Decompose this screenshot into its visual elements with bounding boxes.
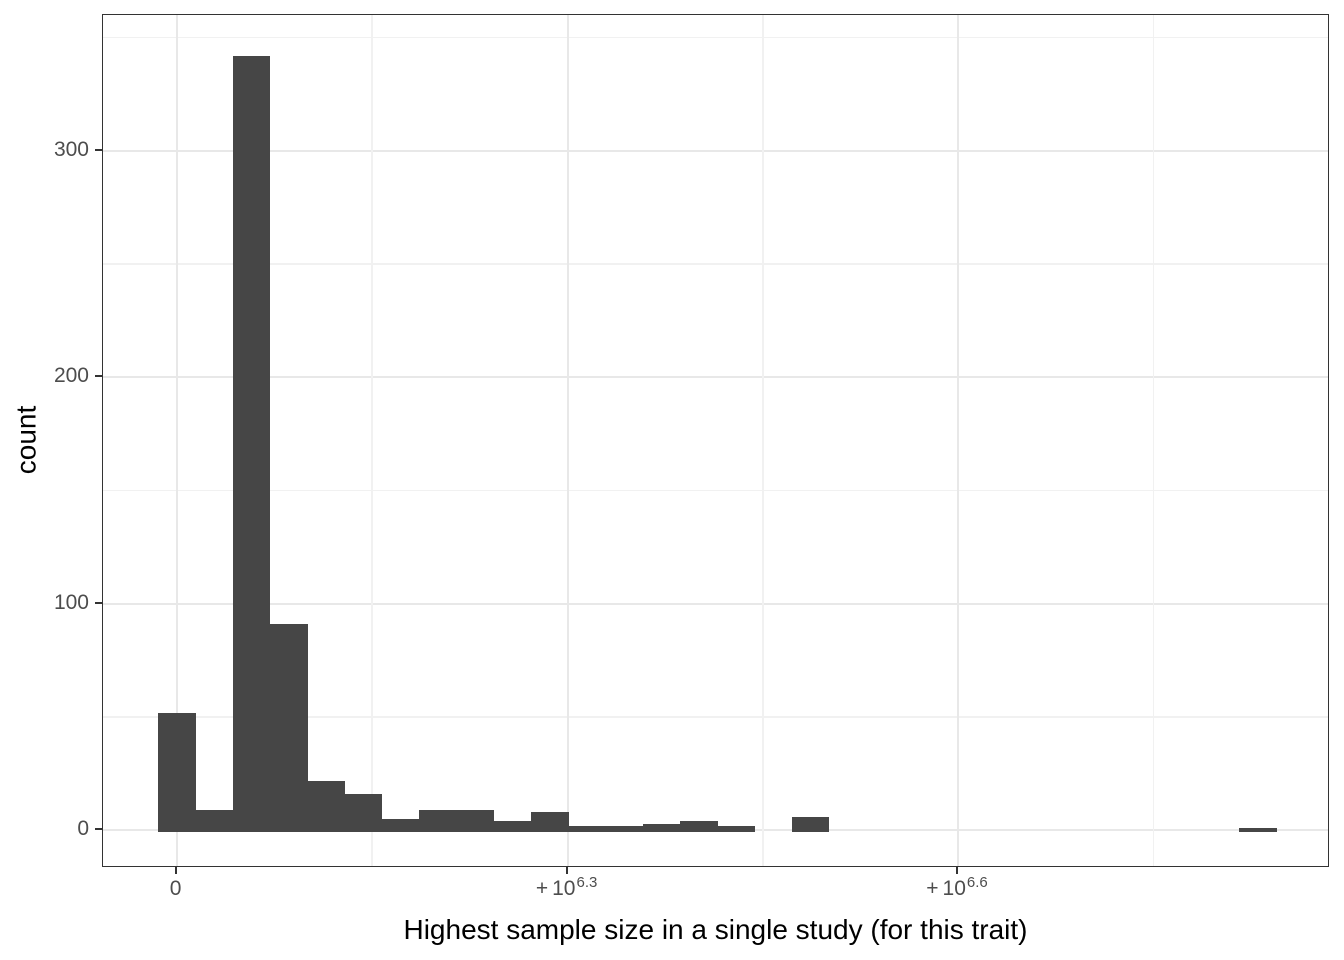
x-axis-tick [956, 867, 958, 874]
histogram-bar [456, 810, 495, 832]
gridline-minor-horizontal [103, 716, 1328, 718]
y-axis-title: count [10, 405, 42, 475]
histogram-bar [158, 712, 196, 832]
histogram-bar [642, 823, 681, 832]
plot-panel [102, 14, 1329, 867]
histogram-bar [679, 821, 718, 832]
gridline-minor-vertical [371, 15, 373, 866]
histogram-bar [381, 819, 420, 832]
x-tick-label-base: 10 [552, 877, 576, 900]
gridline-minor-horizontal [103, 36, 1328, 39]
gridline-minor-horizontal [103, 263, 1328, 265]
y-tick-label: 100 [53, 590, 89, 614]
x-axis-title: Highest sample size in a single study (f… [403, 914, 1028, 945]
x-tick-label-base: 10 [942, 877, 966, 900]
histogram-bar [605, 825, 644, 832]
x-tick-label-base: 0 [169, 877, 182, 900]
y-tick-label: 300 [53, 137, 89, 161]
x-tick-label: +106.6 [926, 874, 988, 904]
x-tick-label: 0 [170, 876, 182, 902]
gridline-major-horizontal [103, 149, 1328, 152]
y-tick-label: 200 [53, 364, 89, 388]
x-axis-tick [565, 867, 568, 874]
y-axis-tick [95, 148, 102, 151]
gridline-major-horizontal [103, 376, 1328, 379]
x-tick-label-exponent: 6.3 [576, 874, 598, 891]
y-axis-tick [95, 601, 102, 604]
x-tick-label-prefix: + [535, 877, 549, 900]
histogram-bar [1239, 828, 1277, 832]
gridline-major-vertical [175, 15, 178, 866]
gridline-major-vertical [566, 15, 569, 866]
histogram-bar [530, 812, 569, 832]
y-tick-label: 0 [77, 817, 89, 841]
gridline-minor-vertical [1152, 15, 1155, 866]
histogram-bar [568, 825, 606, 832]
histogram-bar [493, 821, 532, 832]
histogram-bar [195, 810, 234, 832]
histogram-bar [717, 825, 755, 832]
histogram-bar [344, 794, 383, 832]
histogram-bar [307, 780, 345, 832]
y-axis-tick [95, 828, 102, 831]
y-axis-tick [95, 375, 102, 378]
x-axis-tick [174, 867, 177, 874]
gridline-major-vertical [957, 15, 959, 866]
histogram-bar [270, 624, 308, 832]
gridline-minor-horizontal [103, 489, 1328, 492]
x-tick-label-exponent: 6.6 [966, 874, 988, 891]
gridline-minor-vertical [762, 15, 764, 866]
x-tick-label-prefix: + [926, 877, 939, 900]
gridline-major-horizontal [103, 602, 1328, 605]
x-tick-label: +106.3 [535, 874, 598, 904]
histogram-bar [232, 55, 271, 832]
histogram-bar [791, 816, 830, 832]
histogram-bar [419, 810, 457, 832]
